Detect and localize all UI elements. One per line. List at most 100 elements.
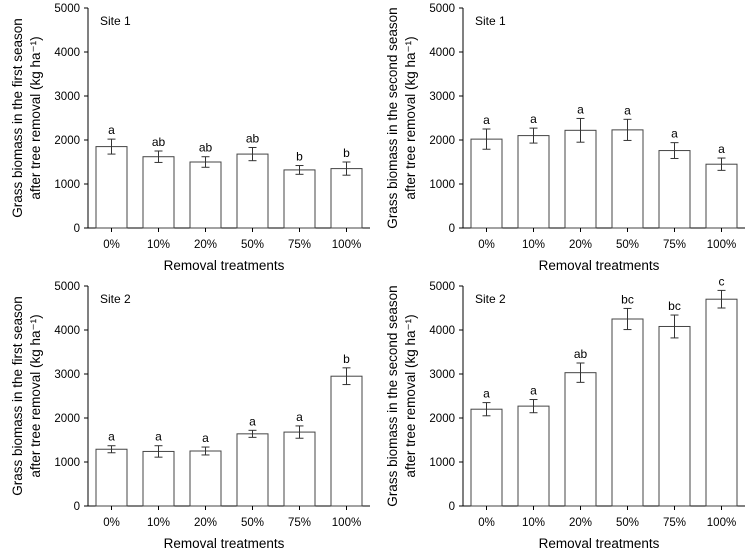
significance-letter: a [202, 431, 209, 445]
y-tick-label: 4000 [54, 47, 80, 59]
y-tick-label: 2000 [429, 135, 455, 147]
bar [283, 431, 316, 507]
x-tick-label: 0% [103, 239, 120, 251]
bar [330, 375, 363, 507]
significance-letter: a [155, 430, 162, 444]
y-axis-title: after tree removal (kg ha⁻¹) [28, 314, 43, 477]
y-tick-label: 0 [74, 223, 80, 235]
y-tick-label: 0 [74, 501, 80, 513]
chart-panel-site2-first-season: 0 1000 2000 3000 4000 5000 Grass biomass in th… [0, 278, 375, 556]
x-tick-label: 75% [288, 239, 311, 251]
y-axis-title: Grass biomass in the first season [10, 296, 25, 496]
x-tick-label: 20% [194, 239, 217, 251]
y-tick-label: 2000 [54, 135, 80, 147]
significance-letter: a [249, 414, 256, 428]
significance-letter: ab [574, 347, 588, 361]
x-tick-label: 10% [147, 517, 170, 529]
y-tick-label: 4000 [54, 325, 80, 337]
x-tick-label: 0% [478, 239, 495, 251]
chart-svg: 0 1000 2000 3000 4000 5000 Grass biomass in th… [10, 281, 370, 551]
x-tick-label: 0% [478, 517, 495, 529]
significance-letter: a [483, 113, 490, 127]
x-tick-label: 10% [522, 517, 545, 529]
bar [705, 163, 738, 229]
chart-panel-site1-first-season: 0 1000 2000 3000 4000 5000 Grass biomass in th… [0, 0, 375, 278]
bar [611, 318, 644, 507]
significance-letter: bc [621, 292, 634, 306]
x-tick-label: 20% [569, 517, 592, 529]
y-tick-label: 3000 [54, 369, 80, 381]
significance-letter: a [530, 112, 537, 126]
bar [517, 405, 550, 507]
x-tick-label: 50% [616, 239, 639, 251]
bar [705, 298, 738, 507]
bar [658, 150, 691, 229]
y-axis-title: Grass biomass in the first season [10, 18, 25, 218]
bar [236, 433, 269, 507]
x-tick-label: 75% [288, 517, 311, 529]
x-axis-title: Removal treatments [164, 258, 285, 273]
x-tick-label: 100% [707, 517, 736, 529]
bar [95, 146, 128, 229]
y-tick-label: 3000 [429, 369, 455, 381]
x-tick-label: 100% [332, 517, 361, 529]
bar [564, 372, 597, 507]
bar [564, 129, 597, 229]
y-axis-title: after tree removal (kg ha⁻¹) [403, 36, 418, 199]
chart-svg: 0 1000 2000 3000 4000 5000 Grass biomass in th… [385, 274, 745, 551]
x-tick-label: 10% [522, 239, 545, 251]
y-tick-label: 5000 [429, 3, 455, 15]
y-tick-label: 5000 [54, 3, 80, 15]
y-tick-label: 4000 [429, 325, 455, 337]
bar [142, 450, 175, 507]
y-axis-title: Grass biomass in the second season [385, 285, 400, 506]
y-tick-label: 0 [449, 501, 455, 513]
x-tick-label: 20% [194, 517, 217, 529]
site-label: Site 2 [100, 292, 131, 306]
significance-letter: b [296, 150, 303, 164]
y-tick-label: 3000 [429, 91, 455, 103]
x-tick-label: 100% [332, 239, 361, 251]
significance-letter: a [718, 142, 725, 156]
y-tick-label: 1000 [54, 179, 80, 191]
x-tick-label: 20% [569, 239, 592, 251]
y-axis-title: after tree removal (kg ha⁻¹) [28, 36, 43, 199]
chart-panel-site1-second-season: 0 1000 2000 3000 4000 5000 Grass biomass in th… [375, 0, 750, 278]
bar [95, 448, 128, 507]
bar [189, 450, 222, 507]
y-tick-label: 5000 [429, 281, 455, 293]
y-tick-label: 0 [449, 223, 455, 235]
significance-letter: a [577, 102, 584, 116]
significance-letter: a [296, 410, 303, 424]
y-tick-label: 2000 [429, 413, 455, 425]
y-axis-title: Grass biomass in the second season [385, 7, 400, 228]
significance-letter: a [483, 387, 490, 401]
significance-letter: ab [199, 141, 213, 155]
x-tick-label: 0% [103, 517, 120, 529]
bar [142, 156, 175, 229]
bar [236, 153, 269, 229]
bar [611, 129, 644, 229]
x-axis-title: Removal treatments [164, 536, 285, 551]
y-tick-label: 1000 [54, 457, 80, 469]
significance-letter: ab [152, 135, 166, 149]
bar [330, 168, 363, 229]
x-axis-title: Removal treatments [539, 536, 660, 551]
bar [283, 169, 316, 229]
bar [658, 325, 691, 507]
x-tick-label: 100% [707, 239, 736, 251]
bar [189, 161, 222, 229]
chart-svg: 0 1000 2000 3000 4000 5000 Grass biomass in th… [385, 3, 745, 273]
significance-letter: a [624, 103, 631, 117]
x-tick-label: 50% [616, 517, 639, 529]
site-label: Site 1 [100, 14, 131, 28]
x-tick-label: 50% [241, 239, 264, 251]
x-tick-label: 50% [241, 517, 264, 529]
significance-letter: ab [246, 131, 260, 145]
significance-letter: b [343, 146, 350, 160]
x-tick-label: 75% [663, 517, 686, 529]
site-label: Site 2 [475, 292, 506, 306]
x-tick-label: 75% [663, 239, 686, 251]
y-tick-label: 3000 [54, 91, 80, 103]
x-tick-label: 10% [147, 239, 170, 251]
